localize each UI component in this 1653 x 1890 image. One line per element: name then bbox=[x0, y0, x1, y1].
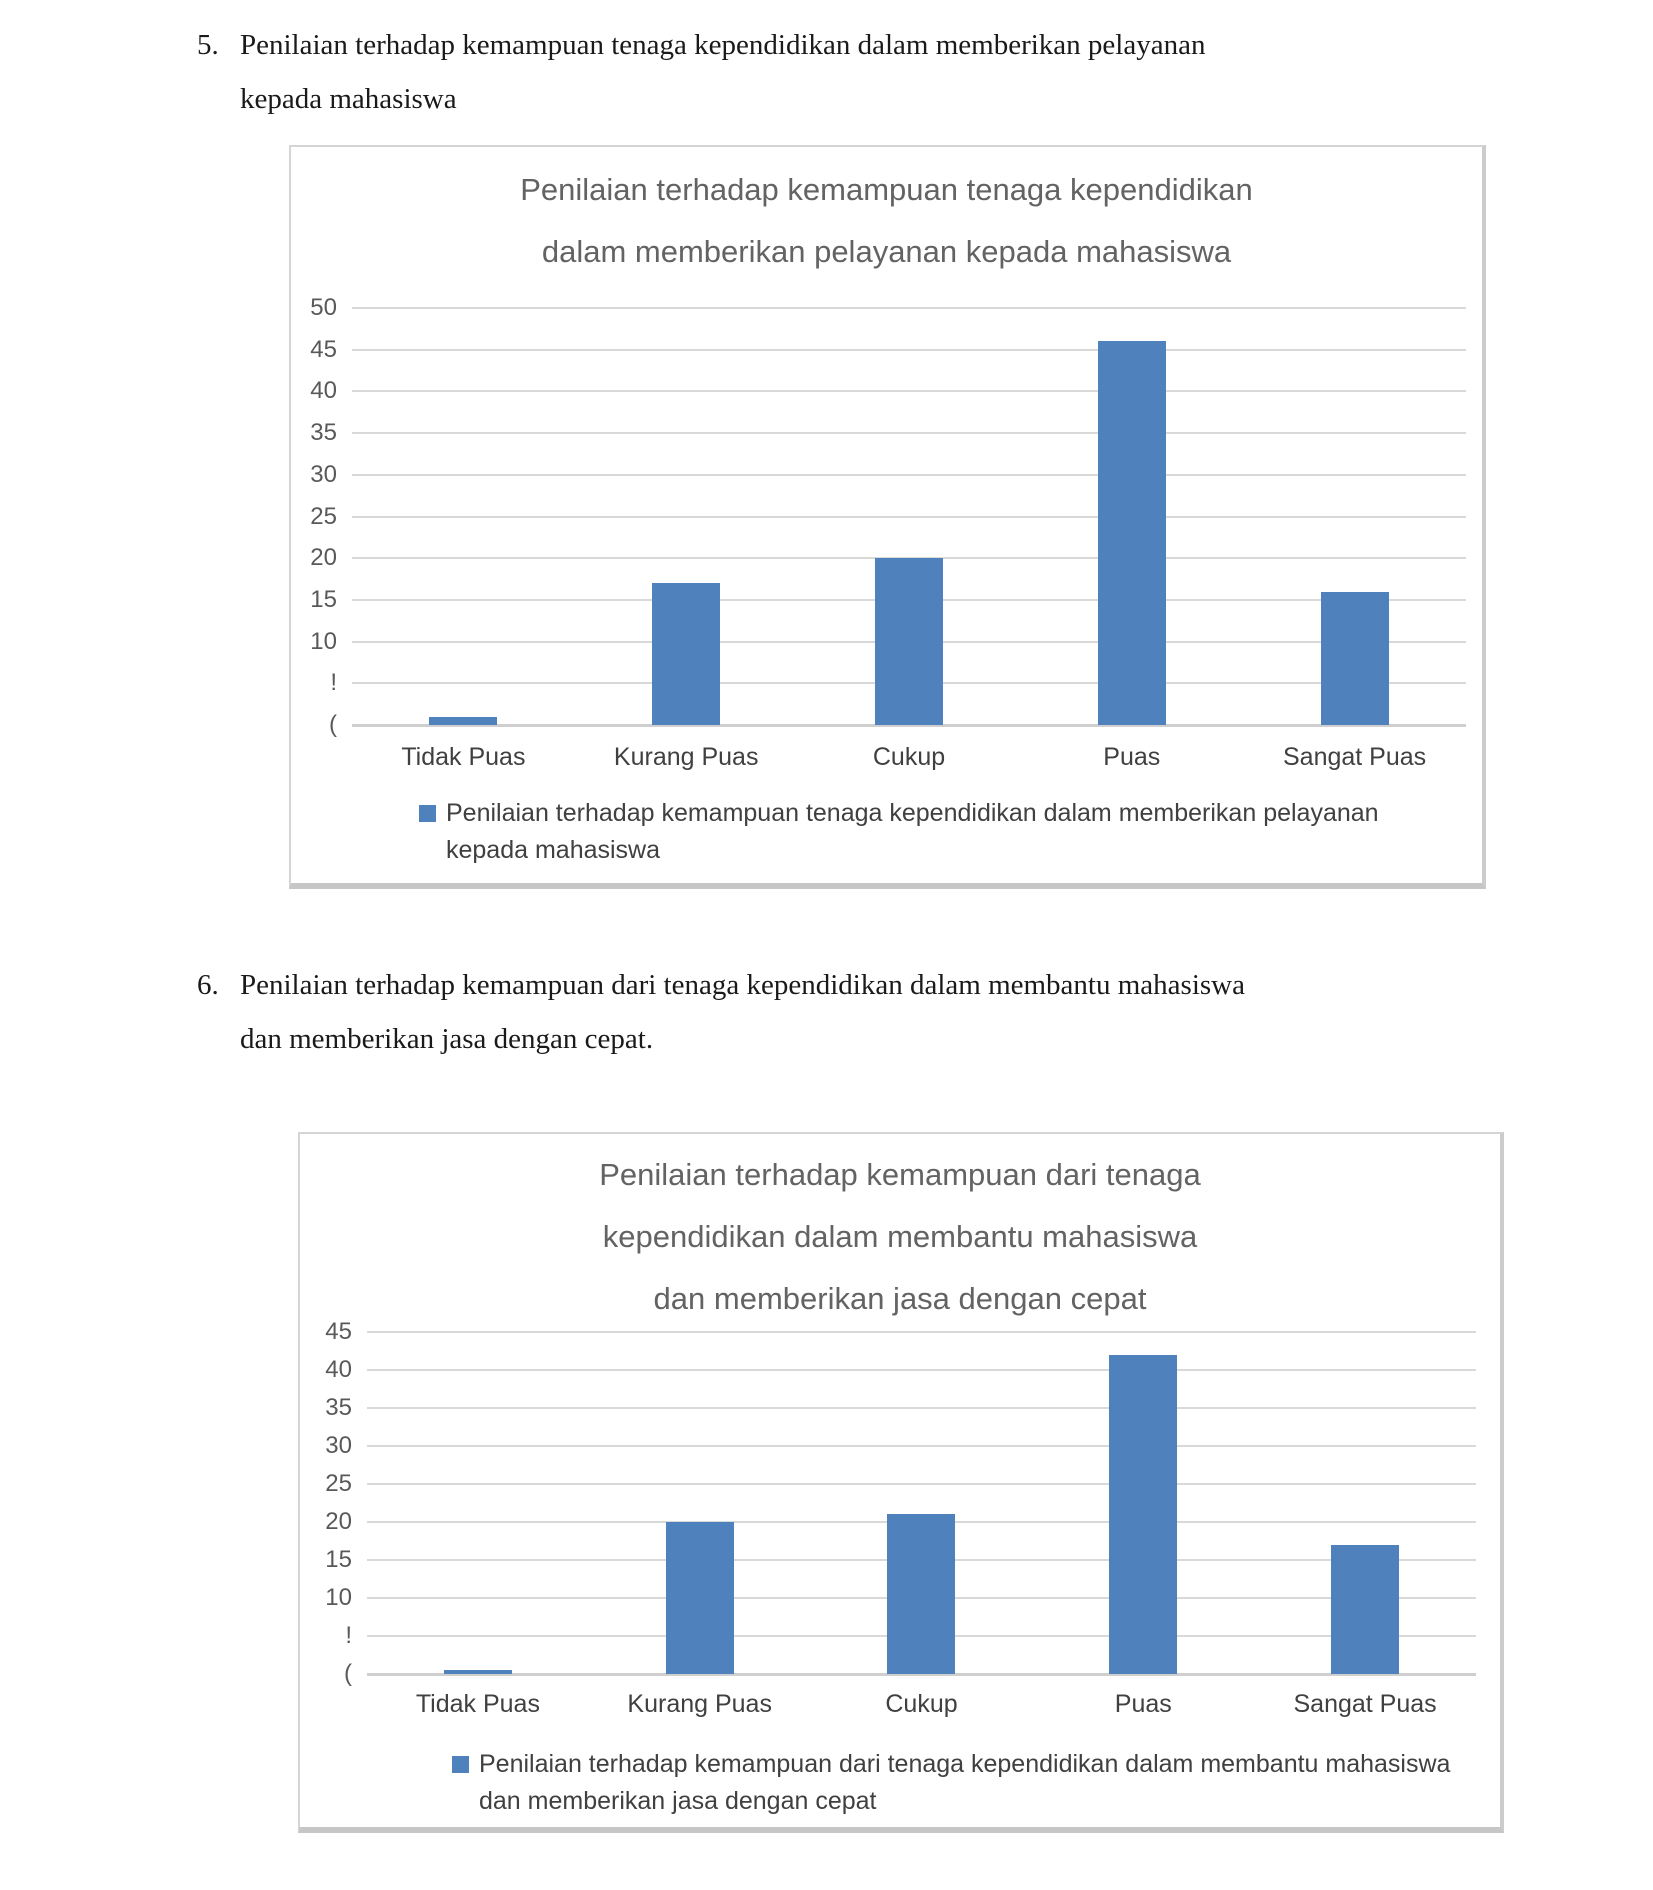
bar-tidak-puas bbox=[443, 1670, 512, 1674]
x-axis-labels: Tidak Puas Kurang Puas Cukup Puas Sangat Pua… bbox=[367, 1686, 1476, 1722]
legend: Penilaian terhadap kemampuan tenaga kepe… bbox=[419, 795, 1442, 869]
bar-slot bbox=[1032, 1332, 1254, 1674]
bar-cukup bbox=[887, 1514, 956, 1674]
y-tick-label: 35 bbox=[325, 1393, 352, 1421]
bar-tidak-puas bbox=[429, 716, 498, 725]
bar-slot bbox=[352, 308, 575, 725]
x-axis-label: Kurang Puas bbox=[627, 1690, 772, 1718]
gridline bbox=[367, 1482, 1476, 1485]
y-tick-label: ( bbox=[329, 711, 337, 738]
bar-puas bbox=[1109, 1354, 1178, 1674]
chart-title-text: Penilaian terhadap kemampuan dari tenaga… bbox=[599, 1157, 1201, 1316]
heading-number: 5. bbox=[197, 29, 219, 61]
legend-label: Penilaian terhadap kemampuan tenaga kepe… bbox=[446, 799, 1379, 864]
bar-slot bbox=[1020, 308, 1243, 725]
x-axis-label: Puas bbox=[1114, 1690, 1172, 1718]
x-axis-label: Tidak Puas bbox=[401, 743, 526, 771]
bar-kurang-puas bbox=[665, 1522, 734, 1674]
bar-sangat-puas bbox=[1331, 1544, 1400, 1674]
gridline bbox=[352, 557, 1466, 560]
y-tick-label: 10 bbox=[325, 1584, 352, 1611]
x-axis-label: Puas bbox=[1103, 743, 1161, 771]
y-tick-label: 40 bbox=[325, 1355, 352, 1383]
gridline bbox=[352, 307, 1466, 309]
y-tick-label: 20 bbox=[325, 1508, 352, 1535]
bar-sangat-puas bbox=[1320, 591, 1389, 725]
bar-slot bbox=[1243, 308, 1466, 725]
bar-slot bbox=[798, 308, 1021, 725]
y-tick-label: ! bbox=[330, 669, 337, 697]
heading-line: Penilaian terhadap kemampuan dari tenaga… bbox=[240, 969, 1245, 1001]
chart-title-text: Penilaian terhadap kemampuan tenaga kepe… bbox=[520, 172, 1253, 269]
plot-area: 45 40 35 30 25 20 15 10! ( bbox=[325, 1318, 1476, 1687]
heading-item-5: 5. Penilaian terhadap kemampuan tenaga k… bbox=[197, 18, 1205, 126]
heading-text: Penilaian terhadap kemampuan dari tenaga… bbox=[240, 958, 1245, 1066]
bar-slot bbox=[367, 1332, 589, 1674]
y-tick-label: 50 bbox=[310, 294, 337, 321]
bar-cukup bbox=[874, 558, 943, 725]
y-tick-label: 45 bbox=[310, 335, 337, 363]
bar-slot bbox=[589, 1332, 811, 1674]
legend-label: Penilaian terhadap kemampuan dari tenaga… bbox=[479, 1750, 1451, 1815]
gridline bbox=[352, 348, 1466, 351]
y-tick-label: 40 bbox=[310, 377, 337, 405]
heading-line: dan memberikan jasa dengan cepat. bbox=[240, 1023, 654, 1055]
gridline bbox=[367, 1406, 1476, 1409]
bar-slot bbox=[811, 1332, 1033, 1674]
gridline bbox=[367, 1673, 1476, 1676]
y-tick-label: 15 bbox=[325, 1545, 352, 1573]
y-tick-label: 20 bbox=[310, 544, 337, 572]
y-tick-label: 45 bbox=[325, 1318, 352, 1345]
chart-2-box: Penilaian terhadap kemampuan dari tenaga… bbox=[298, 1132, 1504, 1833]
plot-area: 50 45 40 35 30 25 20 15 10! ( bbox=[310, 294, 1466, 738]
x-axis-label: Sangat Puas bbox=[1283, 743, 1427, 771]
bar-kurang-puas bbox=[652, 583, 721, 725]
heading-line: kepada mahasiswa bbox=[240, 83, 457, 115]
y-tick-label: 25 bbox=[325, 1469, 352, 1497]
y-tick-label: 30 bbox=[325, 1431, 352, 1459]
y-tick-label: ( bbox=[344, 1660, 352, 1687]
bars bbox=[352, 308, 1466, 725]
y-tick-label: 10 bbox=[310, 627, 337, 655]
x-axis-label: Cukup bbox=[885, 1690, 958, 1718]
chart-title: Penilaian terhadap kemampuan tenaga kepe… bbox=[291, 159, 1482, 283]
x-axis-labels: Tidak Puas Kurang Puas Cukup Puas Sangat Pua… bbox=[352, 739, 1466, 775]
y-tick-label: 35 bbox=[310, 419, 337, 447]
gridline bbox=[367, 1331, 1476, 1333]
gridline bbox=[367, 1368, 1476, 1371]
x-axis-label: Tidak Puas bbox=[415, 1690, 540, 1718]
x-axis-label: Sangat Puas bbox=[1293, 1690, 1437, 1718]
legend: Penilaian terhadap kemampuan dari tenaga… bbox=[452, 1746, 1460, 1820]
x-axis-label: Kurang Puas bbox=[613, 743, 759, 771]
y-tick-label: ! bbox=[345, 1621, 352, 1649]
heading-text: Penilaian terhadap kemampuan tenaga kepe… bbox=[240, 18, 1205, 126]
x-axis-label: Cukup bbox=[872, 743, 946, 771]
chart-title: Penilaian terhadap kemampuan dari tenaga… bbox=[300, 1144, 1500, 1330]
heading-item-6: 6. Penilaian terhadap kemampuan dari ten… bbox=[197, 958, 1245, 1066]
bar-slot bbox=[1254, 1332, 1476, 1674]
legend-marker-icon bbox=[452, 1756, 469, 1773]
y-tick-label: 30 bbox=[310, 460, 337, 488]
legend-marker-icon bbox=[419, 805, 436, 822]
gridline bbox=[352, 724, 1466, 727]
gridline bbox=[352, 515, 1466, 518]
bar-puas bbox=[1097, 341, 1166, 725]
chart-1-box: Penilaian terhadap kemampuan tenaga kepe… bbox=[289, 145, 1486, 889]
bars bbox=[367, 1332, 1476, 1674]
heading-number: 6. bbox=[197, 969, 219, 1001]
gridline bbox=[367, 1444, 1476, 1447]
y-tick-label: 15 bbox=[310, 585, 337, 613]
gridline bbox=[352, 473, 1466, 476]
gridline bbox=[352, 390, 1466, 393]
bar-slot bbox=[575, 308, 798, 725]
y-tick-label: 25 bbox=[310, 502, 337, 530]
heading-line: Penilaian terhadap kemampuan tenaga kepe… bbox=[240, 29, 1206, 61]
gridline bbox=[352, 432, 1466, 435]
